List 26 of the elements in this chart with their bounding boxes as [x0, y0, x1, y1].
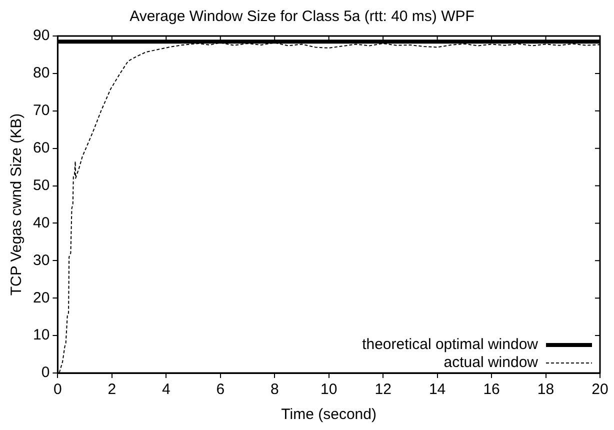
- x-tick-label: 4: [162, 381, 170, 398]
- x-tick-label: 6: [216, 381, 225, 398]
- x-tick-label: 16: [483, 381, 500, 398]
- chart-title: Average Window Size for Class 5a (rtt: 40 ms) WPF: [130, 8, 474, 26]
- x-tick-label: 14: [428, 381, 446, 398]
- y-tick-label: 30: [32, 252, 50, 269]
- x-axis-title: Time (second): [281, 406, 376, 424]
- y-tick-label: 10: [32, 326, 50, 344]
- x-tick-label: 8: [270, 381, 279, 398]
- x-tick-label: 12: [374, 381, 392, 398]
- y-tick-label: 80: [32, 64, 50, 82]
- y-tick-label: 50: [32, 176, 50, 194]
- x-tick-label: 10: [320, 381, 338, 398]
- y-tick-label: 40: [32, 214, 50, 232]
- y-tick-label: 70: [32, 102, 50, 120]
- y-tick-label: 60: [32, 139, 50, 156]
- x-tick-label: 2: [108, 381, 116, 398]
- legend-label: theoretical optimal window: [362, 336, 538, 354]
- x-tick-label: 0: [54, 381, 62, 398]
- y-axis-title: TCP Vegas cwnd Size (KB): [8, 113, 26, 296]
- legend-label: actual window: [444, 354, 538, 372]
- x-tick-label: 18: [537, 381, 554, 398]
- x-tick-label: 20: [592, 381, 608, 398]
- y-tick-label: 90: [32, 27, 50, 44]
- y-tick-label: 0: [41, 364, 50, 382]
- y-tick-label: 20: [32, 289, 50, 306]
